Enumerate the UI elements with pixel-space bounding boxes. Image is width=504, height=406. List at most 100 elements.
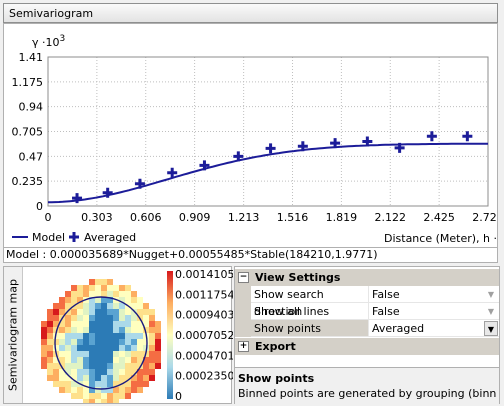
plot-area-frame — [47, 56, 489, 207]
prop-value-show-all-lines[interactable]: False ▼ — [369, 303, 499, 320]
semivariogram-chart: 0 0.303 0.606 0.909 1.213 1.516 1.819 2.122 2.42… — [3, 23, 498, 248]
heatmap-cell — [131, 309, 137, 315]
heatmap-cell — [95, 369, 101, 375]
window-titlebar: Semivariogram — [3, 3, 498, 23]
heatmap-cell — [107, 285, 113, 291]
prop-value-show-search-direction[interactable]: False ▼ — [369, 286, 499, 303]
heatmap-cell — [53, 339, 59, 345]
heatmap-cell — [47, 339, 53, 345]
heatmap-cell — [77, 303, 83, 309]
heatmap-cell — [143, 357, 149, 363]
heatmap-cell — [113, 399, 119, 403]
map-color-scale: 0.0014105 0.0011754 0.00094032 0.00070524 0.… — [167, 268, 233, 403]
heatmap-cell — [71, 285, 77, 291]
x-tick-label: 2.728 — [472, 211, 497, 224]
heatmap-cell — [125, 351, 131, 357]
prop-value-show-points[interactable]: Averaged ▼ — [369, 320, 499, 337]
averaged-point — [362, 136, 373, 147]
heatmap-cell — [101, 351, 107, 357]
heatmap-cell — [89, 381, 95, 387]
heatmap-cell — [113, 315, 119, 321]
heatmap-cell — [143, 321, 149, 327]
heatmap-cell — [59, 381, 65, 387]
heatmap-cell — [83, 357, 89, 363]
search-neighborhood-circle — [54, 296, 148, 390]
averaged-point — [426, 131, 437, 142]
x-tick-label: 1.819 — [326, 211, 358, 224]
heatmap-cell — [47, 333, 53, 339]
heatmap-cell — [53, 321, 59, 327]
legend-averaged-label: Averaged — [84, 231, 136, 244]
heatmap-cell — [137, 345, 143, 351]
map-side-tab[interactable]: Semivariogram map — [4, 267, 23, 403]
heatmap-cell — [53, 315, 59, 321]
heatmap-cell — [125, 363, 131, 369]
x-tick-label: 0 — [45, 211, 52, 224]
heatmap-cell — [125, 297, 131, 303]
heatmap-cell — [89, 315, 95, 321]
prop-row-show-search-direction[interactable]: Show search direction False ▼ — [235, 286, 499, 318]
heatmap-cell — [143, 327, 149, 333]
heatmap-cell — [89, 303, 95, 309]
category-export[interactable]: + Export — [235, 338, 499, 355]
prop-row-show-points[interactable]: Show points Averaged ▼ — [235, 320, 499, 337]
heatmap-cell — [113, 327, 119, 333]
heatmap-cell — [89, 369, 95, 375]
x-axis-label: Distance (Meter), h ·10-5 — [384, 230, 497, 245]
heatmap-cell — [83, 393, 89, 399]
heatmap-cell — [89, 339, 95, 345]
category-view-settings-label: View Settings — [255, 271, 341, 284]
heatmap-cell — [131, 345, 137, 351]
heatmap-cell — [47, 351, 53, 357]
heatmap-cell — [137, 309, 143, 315]
heatmap-cell — [101, 291, 107, 297]
heatmap-cell — [83, 345, 89, 351]
heatmap-cell — [83, 339, 89, 345]
heatmap-cell — [131, 369, 137, 375]
heatmap-cell — [47, 345, 53, 351]
expand-icon[interactable]: + — [238, 341, 249, 352]
heatmap-cell — [59, 375, 65, 381]
heatmap-cell — [125, 369, 131, 375]
heatmap-cell — [155, 363, 161, 369]
y-tick-label: 0 — [36, 200, 43, 213]
heatmap-cell — [101, 321, 107, 327]
heatmap-cell — [107, 375, 113, 381]
chart-grid — [48, 57, 488, 206]
prop-name: Show points — [251, 320, 369, 337]
heatmap-cell — [107, 345, 113, 351]
heatmap-cell — [77, 357, 83, 363]
heatmap-cell — [77, 339, 83, 345]
heatmap-cell — [71, 363, 77, 369]
heatmap-cell — [89, 291, 95, 297]
property-description: Show points Binned points are generated … — [235, 367, 499, 404]
dropdown-icon[interactable]: ▼ — [484, 321, 498, 336]
heatmap-cell — [137, 387, 143, 393]
heatmap-cell — [65, 297, 71, 303]
dropdown-icon[interactable]: ▼ — [487, 307, 495, 316]
category-view-settings[interactable]: − View Settings — [235, 269, 499, 286]
collapse-icon[interactable]: − — [238, 272, 249, 283]
heatmap-cell — [65, 363, 71, 369]
heatmap-cell — [53, 303, 59, 309]
heatmap-cell — [59, 387, 65, 393]
heatmap-cell — [59, 303, 65, 309]
x-tick-label: 0.606 — [130, 211, 162, 224]
heatmap-cell — [101, 393, 107, 399]
heatmap-cell — [107, 339, 113, 345]
heatmap-cell — [101, 369, 107, 375]
heatmap-cell — [131, 327, 137, 333]
heatmap-cell — [41, 339, 47, 345]
heatmap-cell — [101, 309, 107, 315]
heatmap-cell — [71, 309, 77, 315]
heatmap-cell — [89, 297, 95, 303]
heatmap-cell — [53, 357, 59, 363]
x-tick-label: 1.213 — [228, 211, 260, 224]
heatmap-cell — [125, 345, 131, 351]
heatmap-cell — [83, 309, 89, 315]
dropdown-icon[interactable]: ▼ — [487, 290, 495, 299]
heatmap-cell — [131, 333, 137, 339]
y-tick-label: 1.175 — [12, 76, 44, 89]
prop-row-show-all-lines[interactable]: Show all lines False ▼ — [235, 303, 499, 320]
